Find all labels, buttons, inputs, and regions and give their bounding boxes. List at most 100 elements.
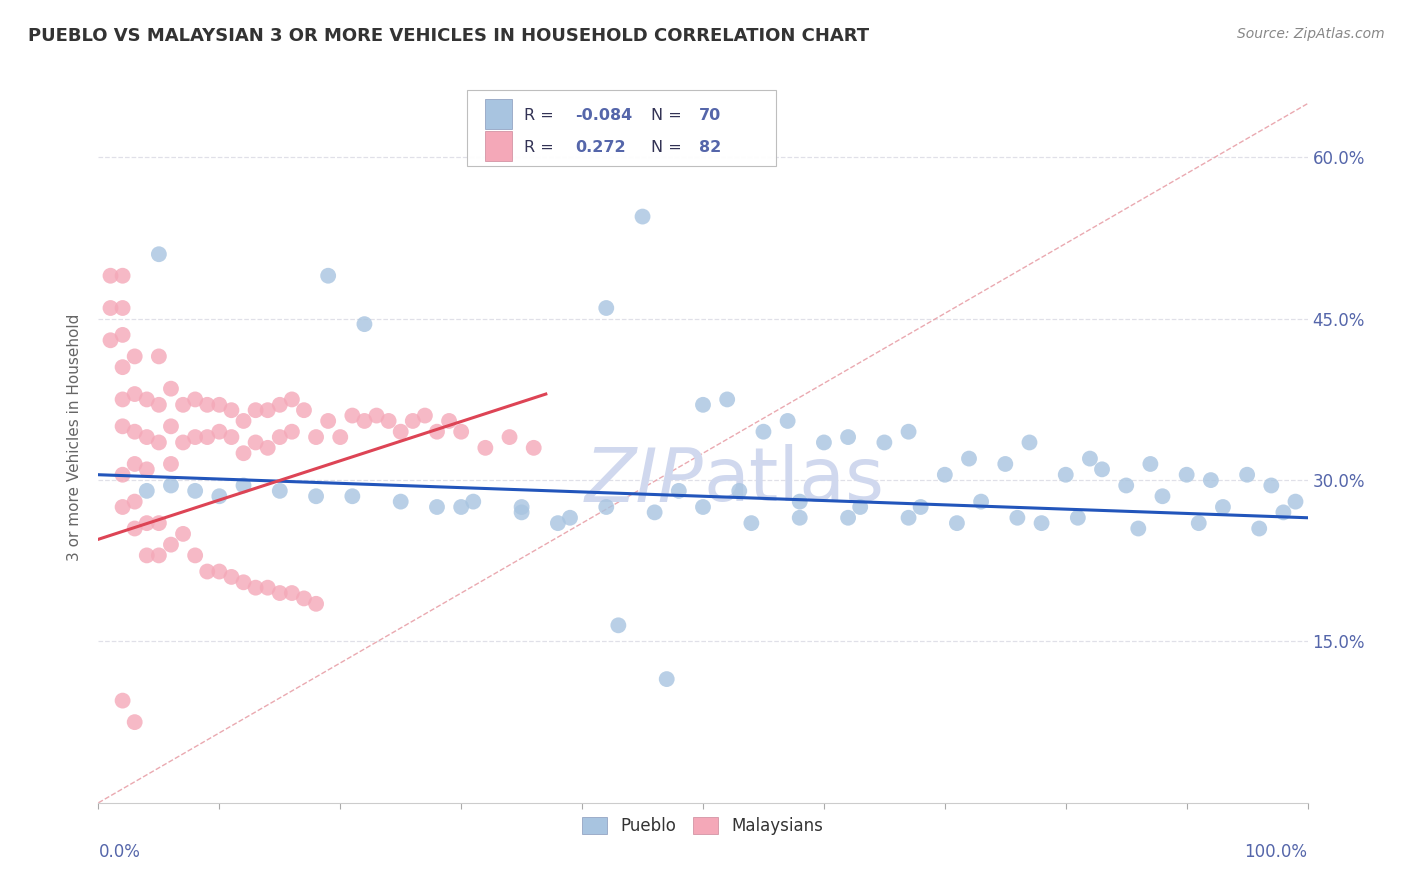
- Point: [837, 430, 859, 444]
- Point: [208, 398, 231, 412]
- Point: [450, 500, 472, 514]
- Point: [1078, 451, 1101, 466]
- Point: [232, 446, 254, 460]
- Point: [124, 425, 146, 439]
- Point: [256, 403, 278, 417]
- Point: [172, 527, 194, 541]
- Point: [655, 672, 678, 686]
- Point: [124, 521, 146, 535]
- Text: 0.272: 0.272: [575, 140, 626, 155]
- Point: [292, 591, 315, 606]
- Point: [256, 581, 278, 595]
- Point: [1284, 494, 1306, 508]
- Point: [208, 565, 231, 579]
- Point: [111, 301, 134, 315]
- Point: [946, 516, 969, 530]
- Point: [752, 425, 775, 439]
- Point: [160, 457, 183, 471]
- Point: [510, 500, 533, 514]
- Point: [849, 500, 872, 514]
- Point: [1199, 473, 1222, 487]
- Text: 82: 82: [699, 140, 721, 155]
- Point: [910, 500, 932, 514]
- Point: [897, 510, 920, 524]
- Point: [1128, 521, 1150, 535]
- Point: [184, 549, 207, 563]
- Point: [124, 715, 146, 730]
- Point: [1236, 467, 1258, 482]
- Point: [740, 516, 762, 530]
- Point: [135, 430, 157, 444]
- Point: [281, 586, 304, 600]
- Point: [547, 516, 569, 530]
- Point: [1067, 510, 1090, 524]
- Point: [897, 425, 920, 439]
- Point: [595, 500, 617, 514]
- Text: N =: N =: [651, 108, 682, 123]
- Point: [631, 210, 654, 224]
- Point: [377, 414, 399, 428]
- Point: [232, 414, 254, 428]
- Legend: Pueblo, Malaysians: Pueblo, Malaysians: [576, 811, 830, 842]
- Point: [269, 483, 291, 498]
- Point: [1018, 435, 1040, 450]
- Point: [281, 392, 304, 407]
- Point: [1007, 510, 1029, 524]
- Point: [837, 510, 859, 524]
- Point: [281, 425, 304, 439]
- Point: [316, 268, 339, 283]
- Point: [148, 247, 170, 261]
- FancyBboxPatch shape: [485, 99, 512, 128]
- Point: [111, 693, 134, 707]
- Point: [148, 549, 170, 563]
- Point: [595, 301, 617, 315]
- Point: [124, 494, 146, 508]
- Point: [195, 565, 218, 579]
- Point: [245, 435, 267, 450]
- Point: [124, 387, 146, 401]
- Point: [160, 382, 183, 396]
- Point: [437, 414, 460, 428]
- Point: [970, 494, 993, 508]
- Point: [184, 430, 207, 444]
- Point: [329, 430, 352, 444]
- Point: [789, 510, 811, 524]
- Text: -0.084: -0.084: [575, 108, 633, 123]
- Point: [221, 570, 243, 584]
- Point: [413, 409, 436, 423]
- Point: [957, 451, 980, 466]
- Point: [124, 48, 146, 62]
- Point: [789, 494, 811, 508]
- Point: [195, 430, 218, 444]
- Point: [195, 398, 218, 412]
- Point: [1031, 516, 1053, 530]
- Point: [389, 494, 412, 508]
- Text: 100.0%: 100.0%: [1244, 843, 1308, 861]
- Point: [342, 489, 364, 503]
- Text: 0.0%: 0.0%: [98, 843, 141, 861]
- Point: [1152, 489, 1174, 503]
- Point: [523, 441, 546, 455]
- Point: [450, 425, 472, 439]
- Point: [644, 505, 666, 519]
- Point: [558, 510, 581, 524]
- Point: [1260, 478, 1282, 492]
- Point: [100, 268, 122, 283]
- Point: [160, 478, 183, 492]
- Point: [245, 403, 267, 417]
- Point: [668, 483, 690, 498]
- Text: R =: R =: [524, 108, 560, 123]
- Point: [111, 268, 134, 283]
- Text: PUEBLO VS MALAYSIAN 3 OR MORE VEHICLES IN HOUSEHOLD CORRELATION CHART: PUEBLO VS MALAYSIAN 3 OR MORE VEHICLES I…: [28, 27, 869, 45]
- Point: [221, 403, 243, 417]
- Point: [510, 505, 533, 519]
- Point: [135, 462, 157, 476]
- Point: [269, 586, 291, 600]
- Point: [208, 489, 231, 503]
- Point: [184, 392, 207, 407]
- Text: ZIP: ZIP: [585, 445, 703, 517]
- Point: [776, 414, 799, 428]
- Point: [426, 500, 449, 514]
- Point: [873, 435, 896, 450]
- Point: [305, 489, 328, 503]
